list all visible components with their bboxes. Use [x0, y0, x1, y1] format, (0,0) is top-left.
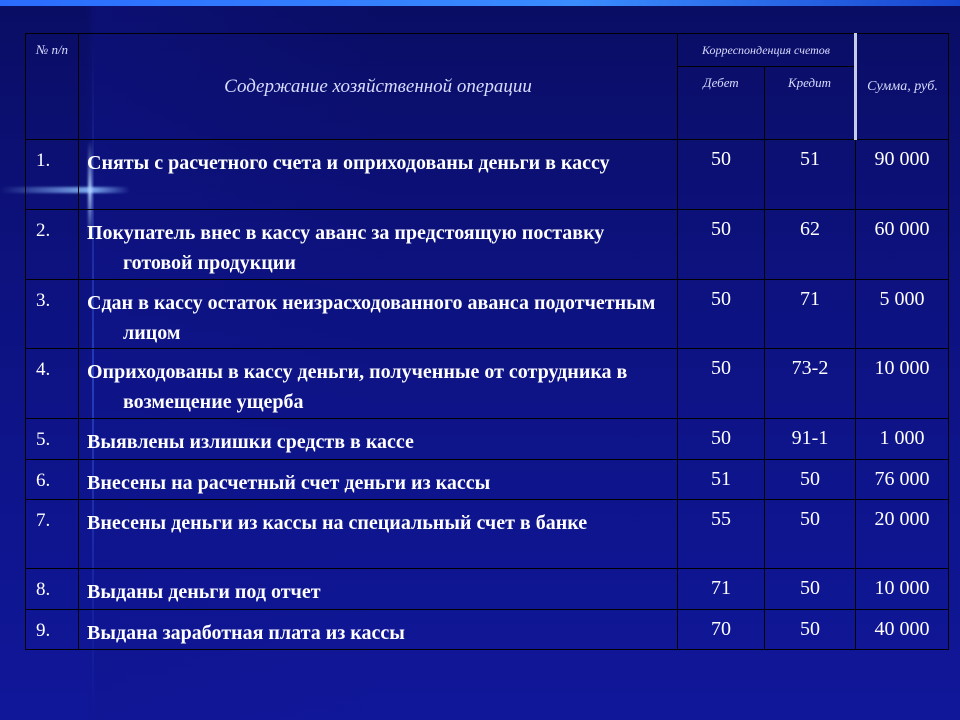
row-sum: 10 000: [855, 348, 949, 419]
row-credit: 50: [764, 459, 856, 500]
row-operation-label: Сняты с расчетного счета и оприходованы …: [87, 152, 610, 174]
row-sum: 1 000: [855, 418, 949, 460]
row-credit: 62: [764, 209, 856, 280]
table-row: 5. Выявлены излишки средств в кассе 50 91-1…: [25, 418, 949, 460]
row-operation-label: Выданы деньги под отчет: [87, 581, 321, 603]
header-num: № п/п: [25, 33, 79, 140]
row-operation-label: Сдан в кассу остаток неизрасходованного …: [87, 292, 656, 344]
row-sum: 10 000: [855, 568, 949, 610]
row-credit: 50: [764, 609, 856, 650]
row-sum: 20 000: [855, 499, 949, 569]
row-operation-text: Сдан в кассу остаток неизрасходованного …: [78, 279, 678, 349]
row-sum: 60 000: [855, 209, 949, 280]
row-debit: 71: [677, 568, 765, 610]
row-operation-text: Сняты с расчетного счета и оприходованы …: [78, 139, 678, 210]
table-row: 1. Сняты с расчетного счета и оприходован…: [25, 139, 949, 210]
row-debit: 55: [677, 499, 765, 569]
table-row: 6. Внесены на расчетный счет деньги из ка…: [25, 459, 949, 500]
table-row: 9. Выдана заработная плата из кассы 70 50 40…: [25, 609, 949, 650]
row-operation-label: Оприходованы в кассу деньги, полученные …: [87, 361, 628, 413]
row-number: 2.: [25, 209, 79, 280]
row-operation-label: Выявлены излишки средств в кассе: [87, 431, 414, 453]
row-number: 4.: [25, 348, 79, 419]
row-sum: 76 000: [855, 459, 949, 500]
row-operation-label: Выдана заработная плата из кассы: [87, 622, 405, 644]
row-number: 6.: [25, 459, 79, 500]
row-credit: 50: [764, 568, 856, 610]
row-number: 9.: [25, 609, 79, 650]
row-operation-text: Выданы деньги под отчет: [78, 568, 678, 610]
header-debit: Дебет: [677, 66, 765, 140]
table-row: 3. Сдан в кассу остаток неизрасходованног…: [25, 279, 949, 349]
row-operation-text: Внесены на расчетный счет деньги из касс…: [78, 459, 678, 500]
row-number: 5.: [25, 418, 79, 460]
table-row: 2. Покупатель внес в кассу аванс за предс…: [25, 209, 949, 280]
header-credit: Кредит: [764, 66, 856, 140]
row-credit: 71: [764, 279, 856, 349]
row-sum: 90 000: [855, 139, 949, 210]
row-sum: 40 000: [855, 609, 949, 650]
row-sum: 5 000: [855, 279, 949, 349]
header-correspondence: Корреспонденция счетов: [677, 33, 856, 67]
table-row: 7. Внесены деньги из кассы на специальный…: [25, 499, 949, 569]
row-operation-label: Внесены на расчетный счет деньги из касс…: [87, 472, 491, 494]
row-debit: 50: [677, 279, 765, 349]
operations-table: № п/п Содержание хозяйственной операции …: [25, 33, 949, 650]
row-credit: 73-2: [764, 348, 856, 419]
row-credit: 50: [764, 499, 856, 569]
table-row: 8. Выданы деньги под отчет 71 50 10 000: [25, 568, 949, 610]
row-debit: 70: [677, 609, 765, 650]
row-number: 1.: [25, 139, 79, 210]
row-credit: 91-1: [764, 418, 856, 460]
row-number: 3.: [25, 279, 79, 349]
row-operation-text: Внесены деньги из кассы на специальный с…: [78, 499, 678, 569]
row-debit: 50: [677, 348, 765, 419]
row-operation-text: Выявлены излишки средств в кассе: [78, 418, 678, 460]
row-credit: 51: [764, 139, 856, 210]
row-number: 8.: [25, 568, 79, 610]
row-operation-text: Выдана заработная плата из кассы: [78, 609, 678, 650]
top-accent-bar: [0, 0, 960, 6]
row-debit: 50: [677, 139, 765, 210]
table-row: 4. Оприходованы в кассу деньги, полученны…: [25, 348, 949, 419]
row-operation-label: Покупатель внес в кассу аванс за предсто…: [87, 222, 605, 274]
row-debit: 50: [677, 209, 765, 280]
header-content: Содержание хозяйственной операции: [78, 33, 678, 140]
row-operation-label: Внесены деньги из кассы на специальный с…: [87, 512, 588, 534]
row-operation-text: Оприходованы в кассу деньги, полученные …: [78, 348, 678, 419]
row-debit: 50: [677, 418, 765, 460]
row-number: 7.: [25, 499, 79, 569]
row-debit: 51: [677, 459, 765, 500]
header-sum: Сумма, руб.: [854, 33, 949, 140]
row-operation-text: Покупатель внес в кассу аванс за предсто…: [78, 209, 678, 280]
